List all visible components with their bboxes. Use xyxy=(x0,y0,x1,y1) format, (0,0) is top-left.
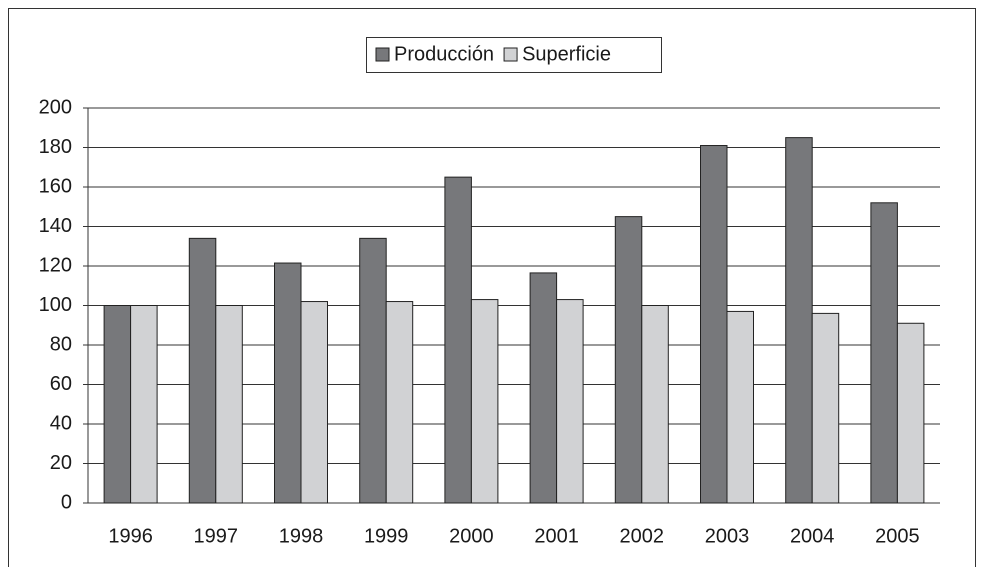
x-tick-label: 2001 xyxy=(534,525,579,547)
legend-label: Producción xyxy=(394,43,494,65)
bar xyxy=(870,202,898,504)
bar xyxy=(641,305,669,504)
y-tick-label: 60 xyxy=(50,373,72,395)
legend-swatch xyxy=(375,47,390,62)
bar xyxy=(614,216,643,504)
y-tick-label: 40 xyxy=(50,412,72,434)
x-tick-label: 1996 xyxy=(108,525,153,547)
y-tick-label: 20 xyxy=(50,452,72,474)
legend-label: Superficie xyxy=(522,43,611,65)
bar xyxy=(726,310,754,504)
x-tick-label: 1998 xyxy=(279,525,324,547)
bar xyxy=(300,301,328,504)
bar xyxy=(529,272,558,504)
x-tick-label: 2005 xyxy=(875,525,920,547)
x-tick-label: 2003 xyxy=(705,525,750,547)
x-tick-label: 2002 xyxy=(620,525,665,547)
chart-frame xyxy=(8,8,976,567)
legend-swatch xyxy=(503,47,518,62)
y-tick-label: 160 xyxy=(39,175,72,197)
x-tick-label: 1999 xyxy=(364,525,409,547)
bar xyxy=(188,237,217,504)
bar xyxy=(556,299,584,504)
y-tick-label: 120 xyxy=(39,254,72,276)
bar xyxy=(811,312,840,504)
y-tick-label: 180 xyxy=(39,136,72,158)
y-tick-label: 0 xyxy=(61,491,72,513)
y-tick-label: 200 xyxy=(39,96,72,118)
bar xyxy=(215,305,243,504)
bar xyxy=(700,145,728,504)
y-tick-label: 80 xyxy=(50,333,72,355)
bar xyxy=(470,299,499,504)
y-tick-label: 100 xyxy=(39,294,72,316)
x-tick-label: 2004 xyxy=(790,525,835,547)
y-tick-label: 140 xyxy=(39,215,72,237)
bar xyxy=(896,322,925,504)
bar xyxy=(385,301,414,504)
x-tick-label: 2000 xyxy=(449,525,494,547)
bar xyxy=(359,237,387,504)
bar xyxy=(274,262,302,504)
bar xyxy=(785,137,813,504)
bar xyxy=(130,305,158,504)
bar xyxy=(444,176,472,504)
x-tick-label: 1997 xyxy=(194,525,239,547)
bar xyxy=(103,305,132,504)
